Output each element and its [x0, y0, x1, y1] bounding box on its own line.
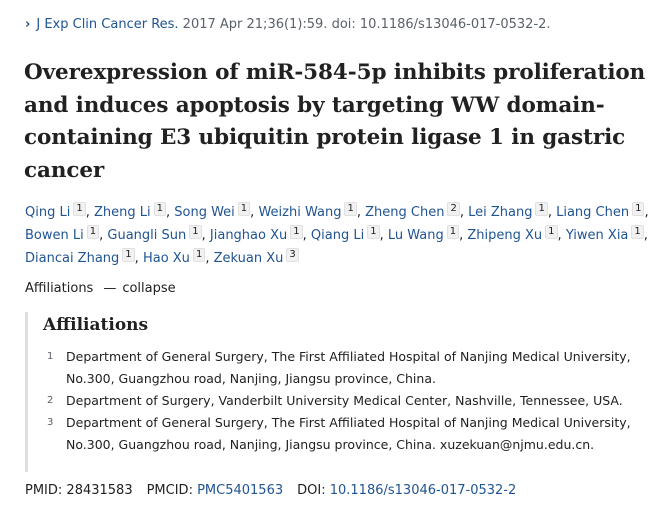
author-separator: ,: [356, 205, 361, 220]
author-item: Qiang Li 1,: [310, 225, 384, 243]
pmid-label: PMID:: [25, 483, 63, 498]
author-separator: ,: [557, 228, 562, 243]
author-item: Bowen Li 1,: [25, 225, 104, 243]
author-name-link[interactable]: Jianghao Xu: [209, 228, 288, 243]
author-name-link[interactable]: Zheng Chen: [365, 205, 445, 220]
author-name-link[interactable]: Diancai Zhang: [25, 251, 120, 266]
affiliation-number-button[interactable]: 1: [446, 225, 460, 239]
doi-label: DOI:: [297, 483, 326, 498]
author-name-link[interactable]: Song Wei: [174, 205, 235, 220]
affiliation-number-button[interactable]: 1: [86, 225, 100, 239]
author-list: Qing Li 1, Zheng Li 1, Song Wei 1, Weizhi W…: [25, 201, 655, 270]
affiliation-number-button[interactable]: 1: [122, 248, 135, 262]
author-separator: ,: [134, 251, 139, 266]
pmcid-link[interactable]: PMC5401563: [197, 483, 284, 498]
author-item: Weizhi Wang 1,: [258, 202, 361, 220]
affiliation-number-button[interactable]: 1: [344, 202, 357, 216]
author-separator: ,: [643, 228, 648, 243]
affiliation-number-button[interactable]: 1: [632, 202, 645, 216]
author-name-link[interactable]: Yiwen Xia: [565, 228, 629, 243]
affiliation-item: 3 Department of General Surgery, The Firs…: [42, 412, 654, 456]
author-item: Liang Chen 1,: [556, 202, 649, 220]
chevron-right-icon[interactable]: ›: [25, 17, 31, 32]
affiliation-text: Department of Surgery, Vanderbilt Univer…: [66, 393, 623, 408]
affiliation-number-button[interactable]: 1: [367, 225, 380, 239]
affiliations-toggle-label: Affiliations: [25, 281, 94, 296]
author-name-link[interactable]: Qing Li: [25, 205, 71, 220]
affiliation-number-button[interactable]: 1: [153, 202, 166, 216]
pmcid-label: PMCID:: [146, 483, 193, 498]
author-separator: ,: [459, 228, 464, 243]
affiliation-number-button[interactable]: 1: [237, 202, 251, 216]
affiliation-number-button[interactable]: 1: [545, 225, 558, 239]
article-title: Overexpression of miR-584-5p inhibits pr…: [24, 60, 646, 183]
citation-details: 2017 Apr 21;36(1):59. doi: 10.1186/s1304…: [178, 17, 551, 32]
article-identifiers: PMID: 28431583 PMCID: PMC5401563 DOI: 10.1…: [25, 483, 516, 498]
author-item: Zekuan Xu 3: [213, 248, 299, 266]
author-separator: ,: [85, 205, 90, 220]
author-item: Yiwen Xia 1,: [565, 225, 648, 243]
author-separator: ,: [205, 251, 210, 266]
author-name-link[interactable]: Qiang Li: [310, 228, 365, 243]
author-item: Qing Li 1,: [25, 202, 90, 220]
affiliation-number-button[interactable]: 2: [447, 202, 460, 216]
author-item: Zheng Li 1,: [93, 202, 171, 220]
author-name-link[interactable]: Lu Wang: [387, 228, 444, 243]
citation-line: › J Exp Clin Cancer Res. 2017 Apr 21;36(1…: [25, 17, 551, 32]
affiliation-text: Department of General Surgery, The First…: [66, 349, 631, 386]
author-separator: ,: [201, 228, 206, 243]
author-name-link[interactable]: Zhipeng Xu: [467, 228, 543, 243]
affiliation-number-button[interactable]: 3: [286, 248, 299, 262]
author-item: Zheng Chen 2,: [365, 202, 464, 220]
author-item: Lu Wang 1,: [387, 225, 464, 243]
affiliation-number-button[interactable]: 1: [535, 202, 548, 216]
author-name-link[interactable]: Bowen Li: [25, 228, 84, 243]
author-item: Zhipeng Xu 1,: [467, 225, 562, 243]
author-name-link[interactable]: Liang Chen: [556, 205, 630, 220]
author-item: Diancai Zhang 1,: [25, 248, 139, 266]
author-separator: ,: [547, 205, 552, 220]
author-item: Hao Xu 1,: [142, 248, 210, 266]
affiliation-number: 1: [47, 351, 54, 362]
pmid-value: 28431583: [66, 483, 133, 498]
author-item: Song Wei 1,: [174, 202, 255, 220]
affiliations-panel: Affiliations 1 Department of General Surg…: [25, 312, 658, 472]
author-item: Guangli Sun 1,: [107, 225, 206, 243]
author-name-link[interactable]: Hao Xu: [142, 251, 190, 266]
author-item: Lei Zhang 1,: [468, 202, 552, 220]
affiliation-number: 3: [47, 417, 54, 428]
affiliations-toggle: Affiliations — collapse: [25, 281, 176, 296]
affiliation-number-button[interactable]: 1: [290, 225, 303, 239]
affiliation-number: 2: [47, 395, 54, 406]
author-name-link[interactable]: Weizhi Wang: [258, 205, 342, 220]
affiliation-number-button[interactable]: 1: [73, 202, 86, 216]
author-name-link[interactable]: Zekuan Xu: [213, 251, 284, 266]
affiliation-number-button[interactable]: 1: [192, 248, 206, 262]
affiliation-number-button[interactable]: 1: [189, 225, 202, 239]
affiliations-list: 1 Department of General Surgery, The Firs…: [42, 346, 654, 456]
author-separator: ,: [250, 205, 255, 220]
affiliation-item: 2 Department of Surgery, Vanderbilt Unive…: [42, 390, 654, 412]
author-separator: ,: [644, 205, 649, 220]
affiliation-number-button[interactable]: 1: [631, 225, 644, 239]
author-name-link[interactable]: Lei Zhang: [468, 205, 533, 220]
author-separator: ,: [99, 228, 104, 243]
author-name-link[interactable]: Guangli Sun: [107, 228, 187, 243]
author-item: Jianghao Xu 1,: [209, 225, 307, 243]
author-separator: ,: [165, 205, 171, 220]
journal-link[interactable]: J Exp Clin Cancer Res.: [36, 17, 179, 32]
dash-icon: —: [103, 281, 117, 296]
affiliation-text: Department of General Surgery, The First…: [66, 415, 631, 452]
affiliations-heading: Affiliations: [43, 315, 149, 335]
affiliation-item: 1 Department of General Surgery, The Firs…: [42, 346, 654, 390]
author-separator: ,: [459, 205, 464, 220]
doi-link[interactable]: 10.1186/s13046-017-0532-2: [329, 483, 517, 498]
author-separator: ,: [379, 228, 384, 243]
author-separator: ,: [302, 228, 307, 243]
collapse-button[interactable]: collapse: [122, 281, 176, 296]
author-name-link[interactable]: Zheng Li: [93, 205, 151, 220]
